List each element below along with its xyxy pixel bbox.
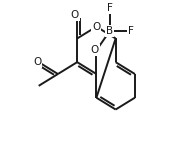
Text: F: F	[128, 26, 134, 36]
Text: O: O	[33, 57, 41, 67]
Text: O: O	[92, 22, 101, 32]
Text: O: O	[71, 10, 79, 20]
Text: B: B	[106, 26, 113, 36]
Text: F: F	[107, 3, 113, 13]
Text: O: O	[91, 45, 99, 55]
